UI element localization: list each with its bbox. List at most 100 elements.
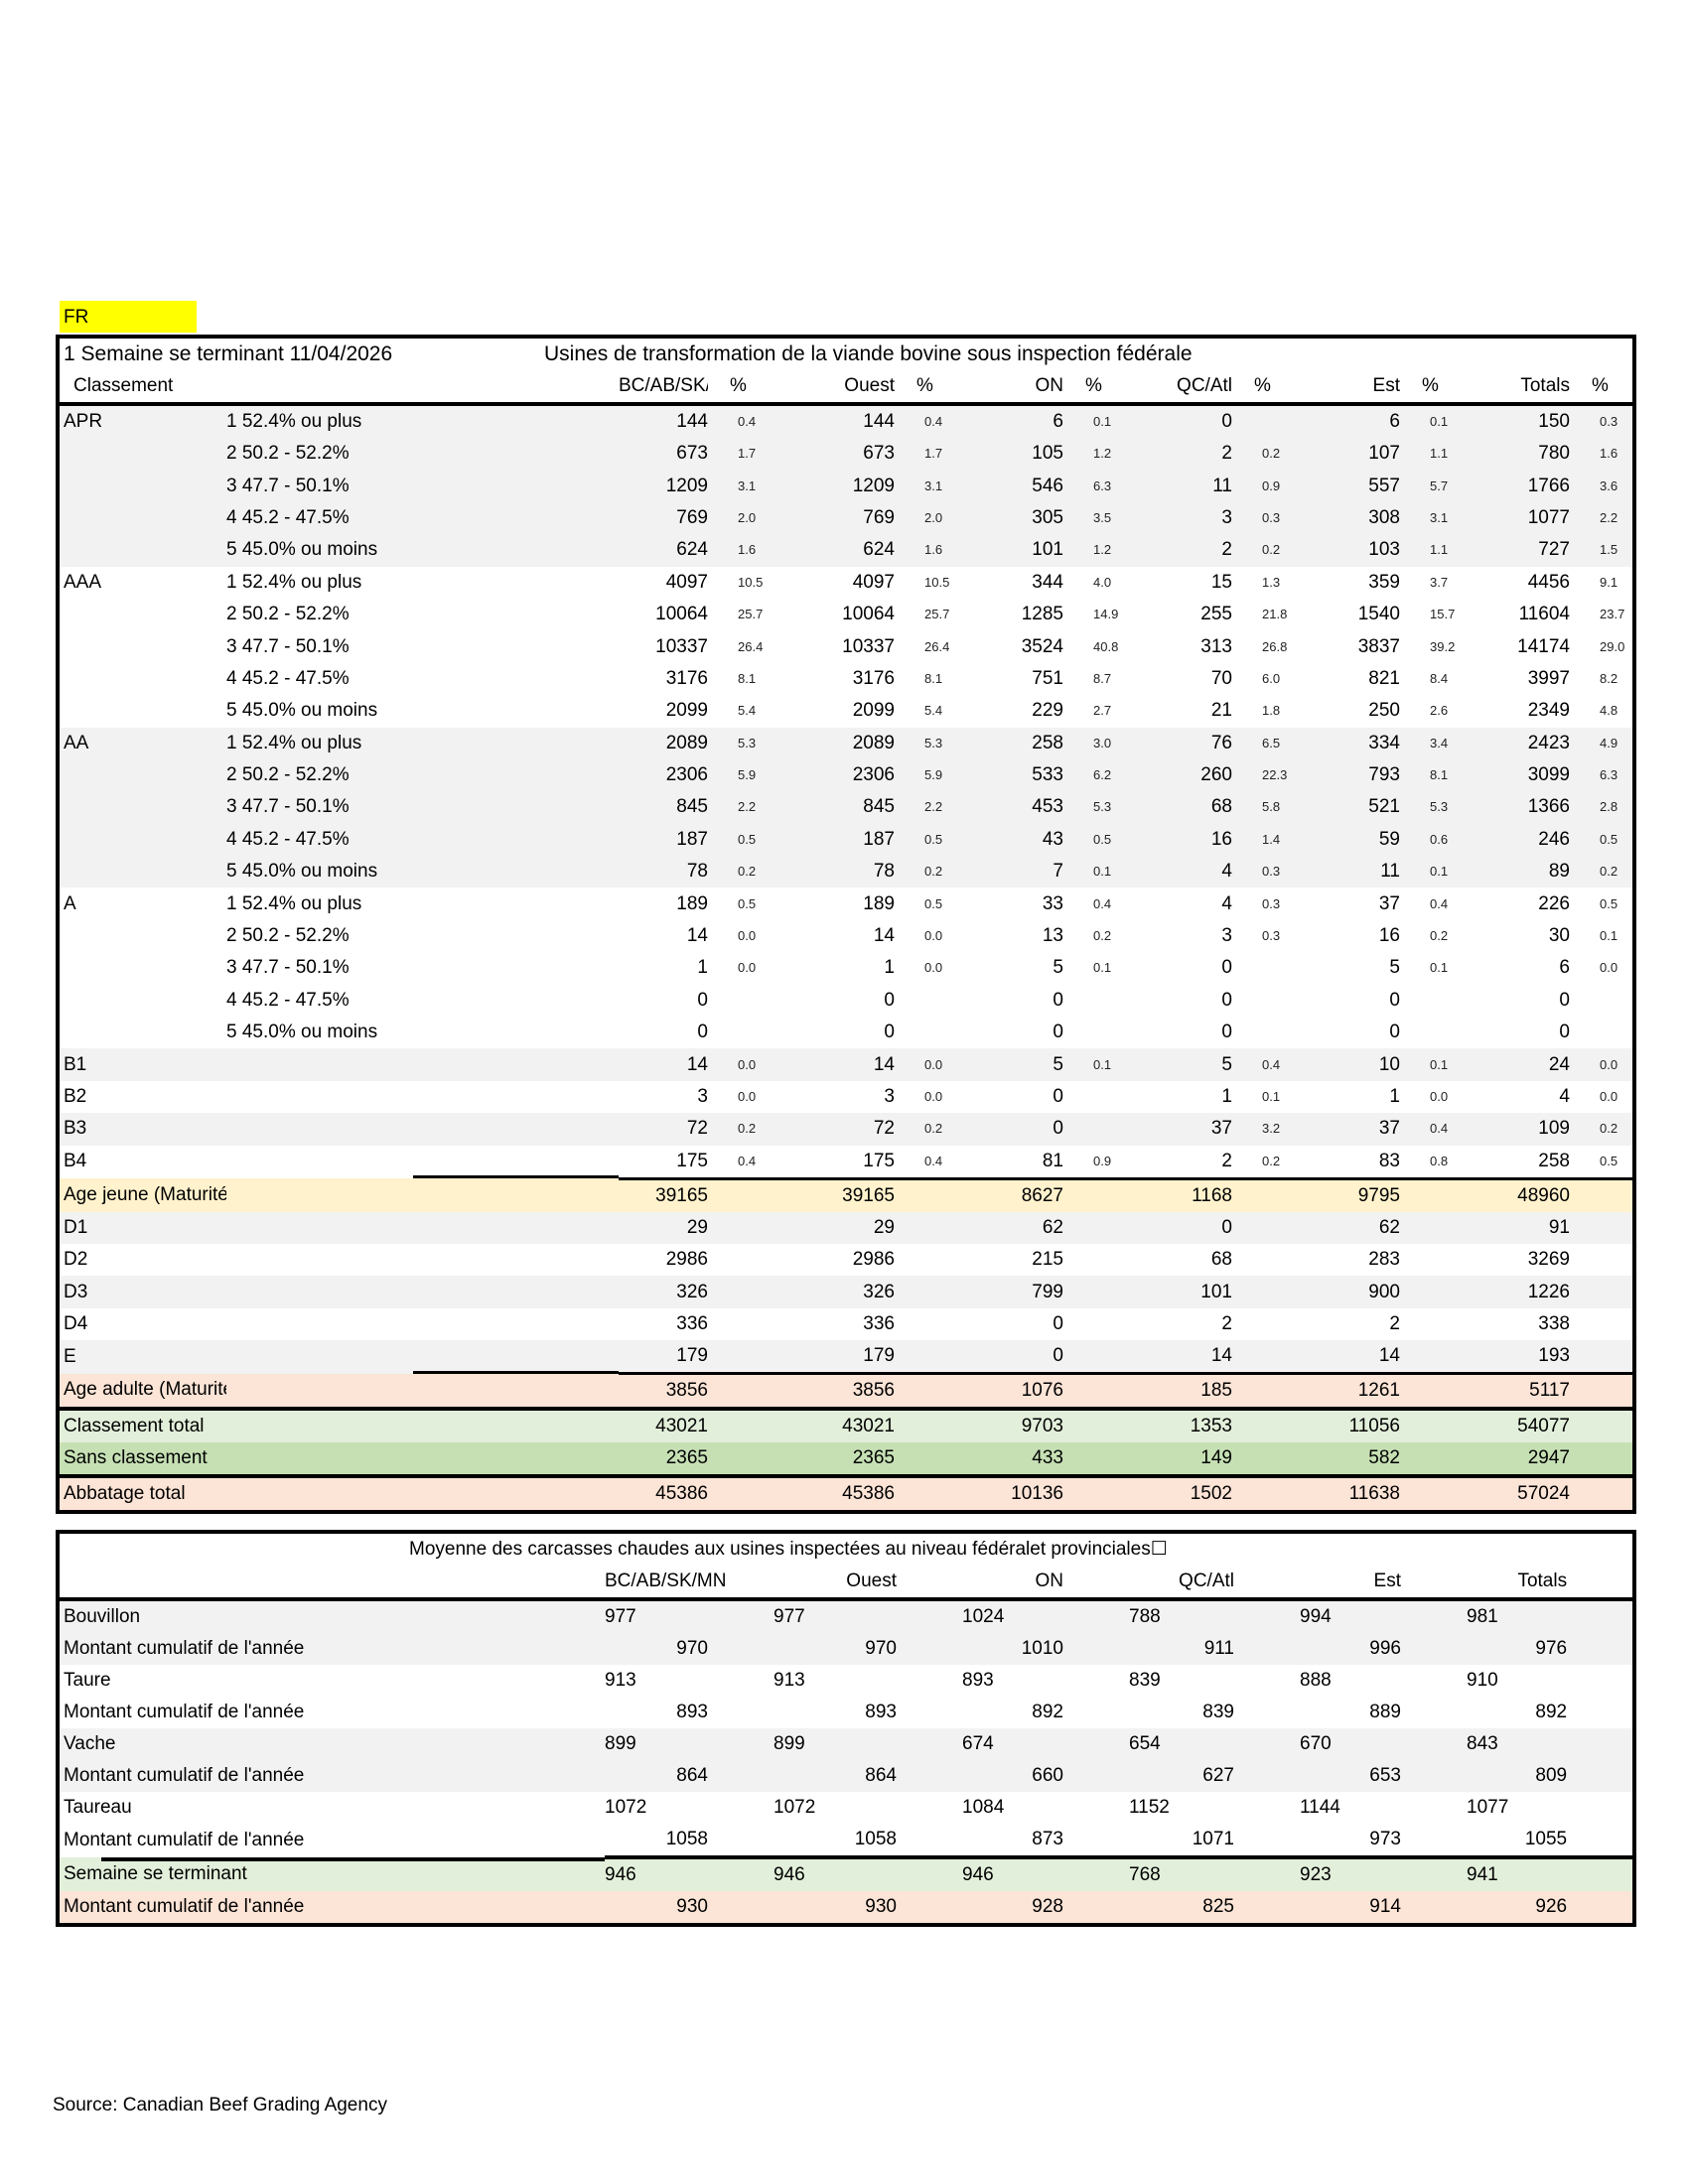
percent-cell: 5.8 (1262, 799, 1281, 815)
count-cell: 334 (1368, 732, 1400, 753)
percent-cell: 5.3 (1093, 799, 1112, 815)
avg-weight-cell: 910 (1467, 1670, 1498, 1691)
count-cell: 11638 (1292, 1474, 1400, 1513)
count-cell: 336 (676, 1312, 708, 1334)
percent-cell: 0.2 (1430, 928, 1449, 944)
count-cell: 1353 (1123, 1407, 1232, 1443)
count-cell: 793 (1368, 764, 1400, 786)
table-row: B4 175 0.4 175 0.4 81 0.9 2 0.2 83 0.8 258 0.5 (58, 1145, 1635, 1180)
percent-cell: 0.2 (738, 1121, 757, 1137)
avg-weight-cell: 1024 (962, 1606, 1005, 1627)
percent-cell (708, 1212, 768, 1244)
yield-class: 2 50.2 - 52.2% (226, 443, 350, 465)
table-row: D1 29 29 62 0 62 91 (58, 1211, 1635, 1244)
percent-cell (895, 1442, 954, 1476)
header-percent: % (895, 370, 954, 406)
percent-cell: 26.4 (924, 638, 950, 654)
yield-class (226, 1340, 619, 1374)
yield-class: 5 45.0% ou moins (226, 861, 378, 883)
percent-cell: 0.2 (1262, 446, 1281, 462)
grade-label: D2 (64, 1249, 88, 1271)
avg-weight-cell: 660 (1032, 1765, 1063, 1786)
grade-label: Classement total (58, 1407, 226, 1443)
count-cell: 313 (1200, 635, 1232, 657)
count-cell: 1209 (665, 475, 708, 496)
count-cell: 338 (1538, 1312, 1570, 1334)
yield-class: 2 50.2 - 52.2% (226, 604, 350, 625)
percent-cell (1570, 1374, 1634, 1410)
count-cell: 2099 (852, 700, 895, 722)
count-cell: 6 (1559, 957, 1570, 979)
yield-class: 2 50.2 - 52.2% (226, 764, 350, 786)
percent-cell: 3.7 (1430, 574, 1449, 590)
avg-row: Montant cumulatif de l'année 930 930 928 825… (58, 1891, 1635, 1925)
percent-cell (1063, 1340, 1123, 1376)
percent-cell: 5.9 (738, 767, 757, 783)
percent-cell: 22.3 (1262, 767, 1288, 783)
count-cell: 0 (884, 989, 895, 1011)
count-cell: 2 (1123, 1145, 1232, 1180)
count-cell: 5 (1221, 1053, 1232, 1075)
count-cell: 6 (1053, 411, 1063, 432)
count-cell: 83 (1292, 1145, 1400, 1180)
count-cell: 260 (1200, 764, 1232, 786)
table-row: Sans classement 2365 2365 433 149 582 2947 (58, 1442, 1635, 1477)
count-cell: 845 (863, 796, 895, 818)
count-cell: 149 (1200, 1447, 1232, 1469)
percent-cell (895, 1340, 954, 1376)
row-label: Taure (64, 1670, 111, 1691)
percent-cell (1063, 1374, 1123, 1410)
percent-cell (895, 985, 954, 1017)
header-percent: % (1400, 370, 1460, 406)
count-cell: 2349 (1527, 700, 1570, 722)
count-cell: 0 (1221, 957, 1232, 979)
percent-cell: 6.0 (1262, 670, 1281, 686)
count-cell: 33 (1042, 892, 1063, 914)
count-cell: 10 (1378, 1053, 1400, 1075)
grade-label (58, 824, 226, 856)
percent-cell (708, 1340, 768, 1376)
count-cell: 1502 (1123, 1474, 1232, 1513)
avg-weight-cell: 1058 (665, 1829, 708, 1849)
row-label: Montant cumulatif de l'année (64, 1830, 305, 1850)
count-cell: 72 (873, 1118, 895, 1140)
avg-weight-cell: 864 (865, 1765, 897, 1786)
percent-cell: 15.7 (1430, 607, 1456, 622)
percent-cell: 0.3 (1262, 895, 1281, 911)
header-region: ON (954, 370, 1063, 406)
count-cell: 799 (1032, 1281, 1063, 1302)
count-cell: 5 (1389, 957, 1400, 979)
table-row: 3 47.7 - 50.1% 1 0.0 1 0.0 5 0.1 0 5 0.1 6 0.0 (58, 952, 1635, 985)
row-label: Semaine se terminant (58, 1857, 605, 1891)
percent-cell: 6.5 (1262, 735, 1281, 751)
percent-cell: 2.8 (1600, 799, 1618, 815)
percent-cell (1063, 1081, 1123, 1113)
grade-label: B3 (64, 1118, 87, 1140)
avg-weight-cell: 913 (774, 1670, 805, 1691)
grade-label: Age adulte (Maturité 2) (64, 1379, 226, 1401)
count-cell: 10136 (954, 1474, 1063, 1513)
percent-cell (1232, 1442, 1292, 1476)
grade-label: B4 (64, 1151, 87, 1172)
avg-row: Semaine se terminant 946 946 946 768 923 941 (58, 1855, 1635, 1891)
percent-cell (1063, 1308, 1123, 1340)
count-cell: 3 (1221, 506, 1232, 528)
percent-cell (1232, 1474, 1292, 1513)
percent-cell: 0.4 (738, 414, 757, 429)
avg-weight-cell: 1152 (1129, 1797, 1170, 1818)
table-row: 2 50.2 - 52.2% 10064 25.7 10064 25.7 1285 14.9… (58, 598, 1635, 631)
count-cell: 582 (1368, 1447, 1400, 1469)
header-percent: % (708, 370, 768, 406)
table-row: 5 45.0% ou moins 0 0 0 0 0 0 (58, 1017, 1635, 1049)
percent-cell: 8.4 (1430, 670, 1449, 686)
grade-label (58, 920, 226, 952)
percent-cell (708, 1017, 768, 1048)
count-cell: 5 (1053, 1053, 1063, 1075)
count-cell: 14 (1292, 1340, 1400, 1376)
count-cell: 11056 (1292, 1407, 1400, 1443)
count-cell: 7 (1053, 861, 1063, 883)
count-cell: 0 (697, 989, 708, 1011)
count-cell: 175 (619, 1145, 708, 1180)
percent-cell (708, 1374, 768, 1410)
percent-cell (895, 1474, 954, 1513)
